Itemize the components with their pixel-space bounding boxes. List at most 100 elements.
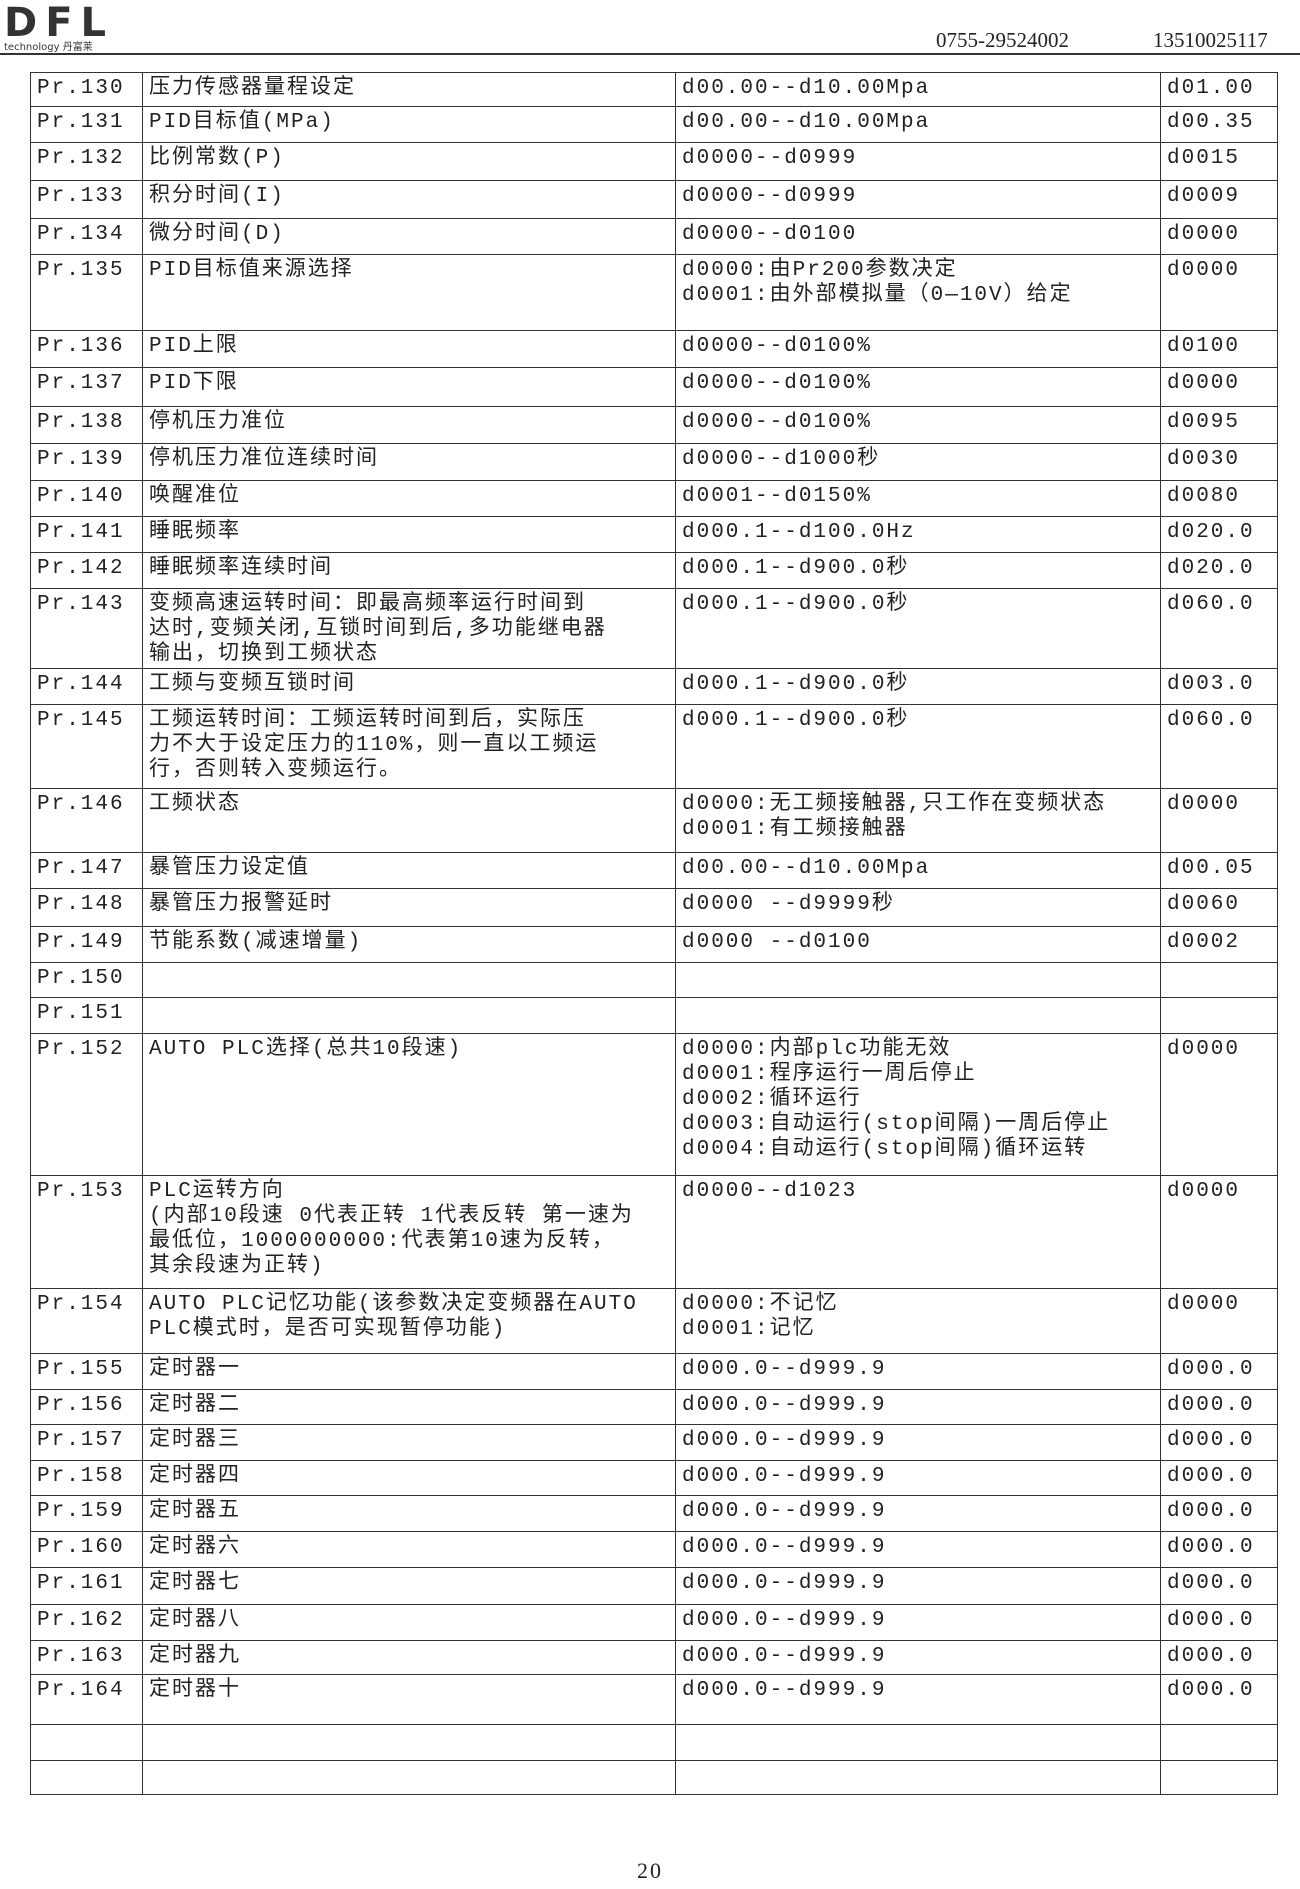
table-row: Pr.152 AUTO PLC选择(总共10段速) d0000:内部plc功能无效 d…: [30, 1032, 1278, 1176]
cell-range: d000.0--d999.9: [675, 1603, 1161, 1641]
cell-text: d0030: [1167, 447, 1241, 471]
cell-text: Pr.155: [37, 1358, 125, 1382]
cell-text: 工频状态: [149, 793, 241, 817]
cell-text: d0000--d0100: [682, 222, 858, 246]
cell-text: d0002:循环运行: [682, 1087, 862, 1111]
cell-range: d0000--d0100: [675, 217, 1161, 255]
cell-range: d000.0--d999.9: [675, 1460, 1161, 1497]
cell-range: d0001--d0150%: [675, 480, 1161, 518]
cell-text: Pr.146: [37, 793, 125, 817]
cell-range: d000.0--d999.9: [675, 1389, 1161, 1426]
cell-text: 定时器二: [149, 1394, 241, 1418]
table-row: Pr.162 定时器八 d000.0--d999.9 d000.0: [30, 1603, 1278, 1641]
cell-text: d000.0--d999.9: [682, 1500, 887, 1524]
cell-name: 定时器三: [142, 1424, 676, 1462]
cell-default: d0000: [1160, 1288, 1278, 1355]
table-row: [30, 1759, 1278, 1795]
cell-no: Pr.164: [30, 1674, 143, 1725]
cell-name: 暴管压力报警延时: [142, 888, 676, 927]
cell-default: d0000: [1160, 1174, 1278, 1290]
cell-no: Pr.158: [30, 1460, 143, 1497]
cell-text: d0000: [1167, 1293, 1241, 1317]
cell-no: Pr.153: [30, 1174, 143, 1290]
cell-text: Pr.140: [37, 485, 125, 509]
cell-text: d0000:由Pr200参数决定: [682, 258, 958, 282]
cell-no: Pr.138: [30, 405, 143, 444]
cell-text: d0000--d0100%: [682, 410, 872, 434]
cell-name: 比例常数(P): [142, 141, 676, 182]
cell-text: d0000--d0100%: [682, 371, 872, 395]
cell-text: d000.0: [1167, 1358, 1255, 1382]
cell-no: Pr.131: [30, 105, 143, 143]
cell-text: 定时器一: [149, 1358, 241, 1382]
cell-text: d0000--d0999: [682, 185, 858, 209]
parameter-table: Pr.130 压力传感器量程设定 d00.00--d10.00Mpa d01.00 Pr…: [30, 72, 1278, 1795]
cell-text: d0000--d1000秒: [682, 447, 881, 471]
cell-text: d000.0: [1167, 1572, 1255, 1596]
phone: 13510025117: [1153, 28, 1268, 52]
cell-name: AUTO PLC记忆功能(该参数决定变频器在AUTO PLC模式时，是否可实现暂停…: [142, 1288, 676, 1355]
cell-text: d000.0--d999.9: [682, 1358, 887, 1382]
cell-text: Pr.156: [37, 1394, 125, 1418]
cell-default: d0000: [1160, 788, 1278, 854]
cell-name: PID目标值来源选择: [142, 253, 676, 331]
cell-range: [675, 1759, 1161, 1795]
table-row: Pr.159 定时器五 d000.0--d999.9 d000.0: [30, 1495, 1278, 1533]
cell-text: 输出，切换到工频状态: [149, 643, 379, 667]
cell-no: Pr.154: [30, 1288, 143, 1355]
cell-text: Pr.162: [37, 1608, 125, 1632]
table-row: Pr.163 定时器九 d000.0--d999.9 d000.0: [30, 1639, 1278, 1676]
table-row: Pr.143 变频高速运转时间：即最高频率运行时间到 达时,变频关闭,互锁时间到后,…: [30, 588, 1278, 669]
cell-default: d0030: [1160, 442, 1278, 482]
cell-name: PID下限: [142, 366, 676, 407]
cell-default: [1160, 1723, 1278, 1761]
table-row: Pr.145 工频运转时间：工频运转时间到后，实际压 力不大于设定压力的110%，则…: [30, 704, 1278, 790]
header-rule: [0, 53, 1300, 55]
cell-no: Pr.142: [30, 552, 143, 590]
cell-name: 工频状态: [142, 788, 676, 854]
cell-text: d0001:记忆: [682, 1318, 816, 1342]
cell-text: Pr.143: [37, 593, 125, 617]
cell-name: [142, 1723, 676, 1761]
table-row: Pr.140 唤醒准位 d0001--d0150% d0080: [30, 480, 1278, 518]
cell-text: Pr.148: [37, 893, 125, 917]
cell-default: d000.0: [1160, 1389, 1278, 1426]
cell-text: Pr.133: [37, 185, 125, 209]
cell-text: d00.00--d10.00Mpa: [682, 77, 931, 100]
cell-range: d0000:内部plc功能无效 d0001:程序运行一周后停止 d0002:循环运行…: [675, 1032, 1161, 1176]
cell-no: Pr.144: [30, 667, 143, 706]
cell-text: d0095: [1167, 410, 1241, 434]
cell-text: d0000:内部plc功能无效: [682, 1037, 952, 1061]
cell-text: d0001--d0150%: [682, 485, 872, 509]
cell-name: 压力传感器量程设定: [142, 72, 676, 107]
table-row: Pr.137 PID下限 d0000--d0100% d0000: [30, 366, 1278, 407]
cell-text: 停机压力准位: [149, 410, 287, 434]
cell-text: Pr.161: [37, 1572, 125, 1596]
table-row: Pr.161 定时器七 d000.0--d999.9 d000.0: [30, 1567, 1278, 1605]
cell-range: d0000--d1000秒: [675, 442, 1161, 482]
cell-no: Pr.136: [30, 329, 143, 368]
cell-text: 停机压力准位连续时间: [149, 447, 379, 471]
cell-text: PLC模式时，是否可实现暂停功能): [149, 1318, 507, 1342]
cell-no: Pr.161: [30, 1567, 143, 1605]
cell-no: Pr.130: [30, 72, 143, 107]
cell-text: 工频运转时间：工频运转时间到后，实际压: [149, 709, 586, 733]
cell-no: Pr.156: [30, 1389, 143, 1426]
cell-text: d0100: [1167, 334, 1241, 358]
cell-text: 唤醒准位: [149, 485, 241, 509]
cell-no: Pr.139: [30, 442, 143, 482]
cell-default: d060.0: [1160, 588, 1278, 669]
cell-text: d000.1--d900.0秒: [682, 557, 910, 581]
cell-no: Pr.140: [30, 480, 143, 518]
cell-no: Pr.162: [30, 1603, 143, 1641]
cell-text: Pr.153: [37, 1179, 125, 1203]
cell-text: d0000: [1167, 258, 1241, 282]
table-row: Pr.134 微分时间(D) d0000--d0100 d0000: [30, 217, 1278, 255]
cell-text: d00.00--d10.00Mpa: [682, 857, 931, 881]
table-row: Pr.148 暴管压力报警延时 d0000 --d9999秒 d0060: [30, 888, 1278, 927]
table-row: Pr.139 停机压力准位连续时间 d0000--d1000秒 d0030: [30, 442, 1278, 482]
cell-text: AUTO PLC选择(总共10段速): [149, 1037, 463, 1061]
cell-text: Pr.139: [37, 447, 125, 471]
cell-text: d0000:无工频接触器,只工作在变频状态: [682, 793, 1107, 817]
cell-no: Pr.132: [30, 141, 143, 182]
